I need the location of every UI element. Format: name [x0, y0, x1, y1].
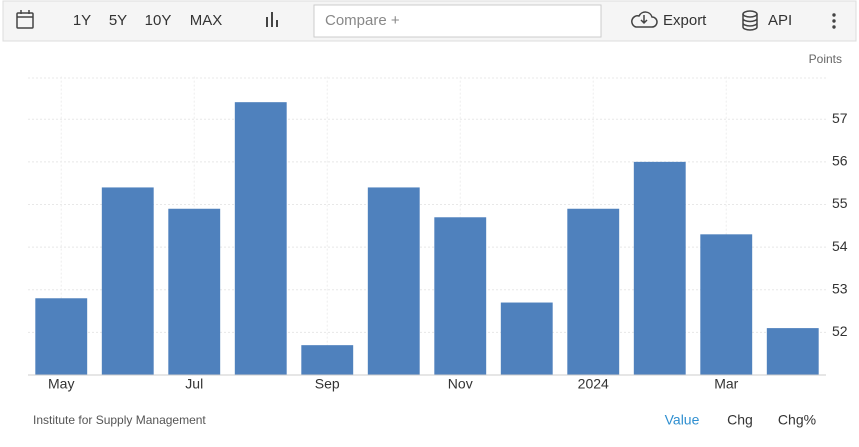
range-button[interactable]: 5Y — [109, 12, 127, 29]
x-tick-label: Jul — [185, 376, 203, 392]
bar — [35, 298, 88, 375]
y-tick-label: 57 — [832, 110, 848, 126]
x-tick-label: May — [48, 376, 74, 392]
bar — [367, 187, 420, 375]
x-tick-label: 2024 — [578, 376, 609, 392]
y-tick-label: 56 — [832, 153, 848, 169]
tab-chgpct[interactable]: Chg% — [778, 412, 816, 428]
source: Institute for Supply Management — [33, 413, 206, 427]
x-tick-label: Nov — [448, 376, 473, 392]
y-tick-label: 53 — [832, 280, 848, 296]
api-button[interactable]: API — [768, 12, 792, 29]
tab-value[interactable]: Value — [665, 412, 700, 428]
tab-chg[interactable]: Chg — [727, 412, 753, 428]
export-button[interactable]: Export — [663, 12, 707, 29]
api-icon[interactable] — [742, 10, 758, 31]
x-tick-label: Mar — [714, 376, 738, 392]
menu-icon[interactable] — [832, 13, 836, 29]
compare-input[interactable] — [313, 4, 602, 38]
range-button[interactable]: 1Y — [73, 12, 91, 29]
unit-label: Points — [809, 52, 842, 66]
bar — [168, 208, 221, 375]
range-button[interactable]: 10Y — [145, 12, 172, 29]
range-button[interactable]: MAX — [190, 12, 223, 29]
y-tick-label: 55 — [832, 195, 848, 211]
bar — [766, 328, 819, 375]
bar — [567, 208, 620, 375]
calendar-icon[interactable] — [16, 10, 34, 29]
bar — [434, 217, 487, 375]
compare-placeholder: Compare + — [325, 12, 400, 29]
y-tick-label: 54 — [832, 238, 848, 254]
bar — [500, 302, 553, 375]
bar — [700, 234, 753, 375]
bar — [301, 345, 354, 375]
y-tick-label: 52 — [832, 323, 848, 339]
bar — [101, 187, 154, 375]
bar — [234, 102, 287, 376]
x-tick-label: Sep — [315, 376, 340, 392]
bar — [633, 161, 686, 375]
chart-type-icon[interactable] — [266, 12, 278, 27]
export-icon[interactable] — [631, 11, 658, 28]
